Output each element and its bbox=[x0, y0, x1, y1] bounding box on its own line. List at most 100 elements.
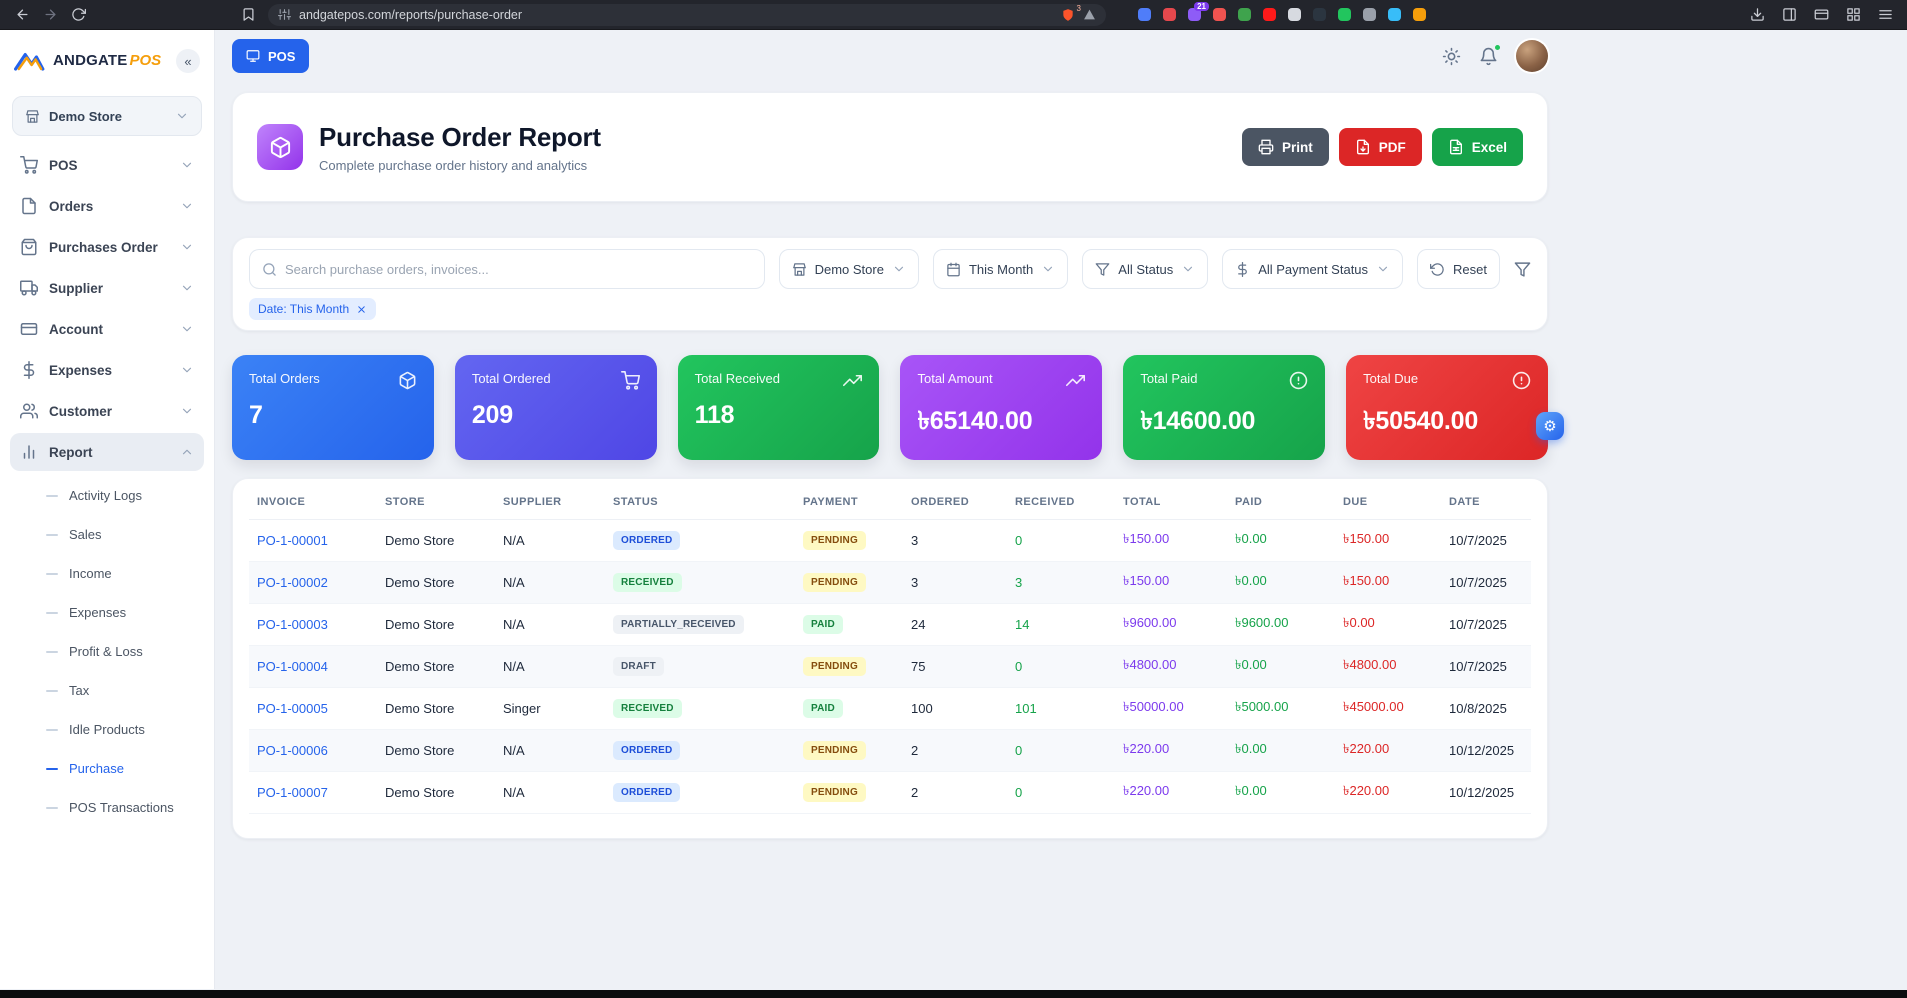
due-cell: ৳150.00 bbox=[1335, 561, 1441, 604]
invoice-link[interactable]: PO-1-00001 bbox=[257, 533, 328, 548]
filters-panel: Demo Store This Month bbox=[232, 237, 1548, 331]
sidebar-item-label: Report bbox=[49, 444, 93, 460]
dash-icon bbox=[46, 650, 58, 653]
invoice-link[interactable]: PO-1-00004 bbox=[257, 659, 328, 674]
app-logo[interactable]: ANDGATE POS bbox=[14, 49, 161, 73]
date-cell: 10/8/2025 bbox=[1441, 687, 1531, 730]
status-cell: RECEIVED bbox=[605, 687, 795, 730]
download-icon[interactable] bbox=[1745, 3, 1769, 27]
browser-back-button[interactable] bbox=[10, 3, 34, 27]
warning-icon[interactable] bbox=[1083, 8, 1096, 21]
extension-icon[interactable] bbox=[1411, 7, 1427, 23]
search-input[interactable] bbox=[285, 261, 752, 277]
sidebar-item-label: Customer bbox=[49, 403, 113, 419]
brave-shield-icon[interactable]: 3 bbox=[1061, 4, 1081, 22]
split-view-icon[interactable] bbox=[1777, 3, 1801, 27]
extension-icon[interactable]: 21 bbox=[1186, 1, 1209, 23]
printer-icon bbox=[1258, 139, 1274, 155]
sidebar-item-report[interactable]: Report bbox=[10, 433, 204, 471]
paid-cell: ৳9600.00 bbox=[1227, 603, 1335, 646]
browser-reload-button[interactable] bbox=[66, 3, 90, 27]
invoice-link[interactable]: PO-1-00002 bbox=[257, 575, 328, 590]
sidebar-item-account[interactable]: Account bbox=[10, 310, 204, 348]
received-cell: 3 bbox=[1007, 561, 1115, 604]
floating-settings-button[interactable]: ⚙ bbox=[1536, 412, 1564, 440]
taskbar-edge bbox=[0, 990, 1907, 998]
received-cell: 0 bbox=[1007, 771, 1115, 814]
date-filter-dropdown[interactable]: This Month bbox=[932, 249, 1069, 289]
sidebar-subitem-profit-loss[interactable]: Profit & Loss bbox=[0, 632, 214, 671]
site-settings-icon[interactable] bbox=[278, 8, 291, 21]
extensions-group: 21 bbox=[1136, 1, 1427, 23]
menu-icon[interactable] bbox=[1873, 3, 1897, 27]
sidebar-subitem-sales[interactable]: Sales bbox=[0, 515, 214, 554]
purchase-orders-table: INVOICE STORE SUPPLIER STATUS PAYMENT ORDERED… bbox=[232, 478, 1548, 839]
extension-icon[interactable] bbox=[1136, 7, 1152, 23]
sidebar-subitem-income[interactable]: Income bbox=[0, 554, 214, 593]
invoice-link[interactable]: PO-1-00005 bbox=[257, 701, 328, 716]
table-row: PO-1-00007 Demo Store N/A ORDERED PENDIN… bbox=[249, 771, 1531, 814]
extension-icon[interactable] bbox=[1361, 7, 1377, 23]
sidebar-item-purchases-order[interactable]: Purchases Order bbox=[10, 228, 204, 266]
excel-button[interactable]: Excel bbox=[1431, 128, 1523, 166]
extension-icon[interactable] bbox=[1386, 7, 1402, 23]
store-selector[interactable]: Demo Store bbox=[12, 96, 202, 136]
extension-icon[interactable] bbox=[1286, 7, 1302, 23]
sidebar-item-supplier[interactable]: Supplier bbox=[10, 269, 204, 307]
sidebar-subitem-purchase[interactable]: Purchase bbox=[0, 749, 214, 788]
pdf-button[interactable]: PDF bbox=[1338, 128, 1422, 166]
total-cell: ৳220.00 bbox=[1115, 771, 1227, 814]
online-status-dot bbox=[1494, 43, 1501, 51]
store-icon bbox=[792, 262, 807, 277]
store-cell: Demo Store bbox=[377, 729, 495, 772]
sidebar-collapse-button[interactable]: « bbox=[176, 49, 200, 73]
supplier-cell: Singer bbox=[495, 687, 605, 730]
box-icon bbox=[398, 371, 417, 390]
sidebar-item-customer[interactable]: Customer bbox=[10, 392, 204, 430]
payment-status-filter-dropdown[interactable]: All Payment Status bbox=[1222, 249, 1404, 289]
user-avatar[interactable] bbox=[1516, 40, 1548, 72]
notifications-button[interactable] bbox=[1479, 43, 1501, 66]
column-header: TOTAL bbox=[1115, 483, 1227, 520]
store-filter-dropdown[interactable]: Demo Store bbox=[778, 249, 919, 289]
invoice-link[interactable]: PO-1-00007 bbox=[257, 785, 328, 800]
reset-filters-button[interactable]: Reset bbox=[1417, 249, 1500, 289]
address-bar[interactable]: andgatepos.com/reports/purchase-order 3 bbox=[268, 3, 1106, 26]
status-filter-dropdown[interactable]: All Status bbox=[1082, 249, 1209, 289]
browser-forward-button[interactable] bbox=[38, 3, 62, 27]
print-button[interactable]: Print bbox=[1241, 128, 1329, 166]
url-text: andgatepos.com/reports/purchase-order bbox=[299, 7, 523, 22]
sidebar-subitem-label: Activity Logs bbox=[69, 488, 142, 503]
theme-toggle-button[interactable] bbox=[1442, 47, 1461, 66]
invoice-link[interactable]: PO-1-00003 bbox=[257, 617, 328, 632]
sidebar-subitem-idle-products[interactable]: Idle Products bbox=[0, 710, 214, 749]
extension-icon[interactable] bbox=[1161, 7, 1177, 23]
sidebar-subitem-pos-transactions[interactable]: POS Transactions bbox=[0, 788, 214, 827]
pos-quick-button[interactable]: POS bbox=[232, 39, 310, 73]
sidebar-subitem-expenses[interactable]: Expenses bbox=[0, 593, 214, 632]
page-subtitle: Complete purchase order history and anal… bbox=[319, 157, 588, 173]
extension-icon[interactable] bbox=[1236, 7, 1252, 23]
extension-icon[interactable] bbox=[1311, 7, 1327, 23]
wallet-icon[interactable] bbox=[1809, 3, 1833, 27]
remove-filter-icon[interactable] bbox=[356, 304, 367, 315]
extension-icon[interactable] bbox=[1261, 7, 1277, 23]
extension-icon[interactable] bbox=[1211, 7, 1227, 23]
supplier-cell: N/A bbox=[495, 729, 605, 772]
sidebar-subitem-tax[interactable]: Tax bbox=[0, 671, 214, 710]
table-row: PO-1-00006 Demo Store N/A ORDERED PENDIN… bbox=[249, 729, 1531, 772]
apps-icon[interactable] bbox=[1841, 3, 1865, 27]
extension-icon[interactable] bbox=[1336, 7, 1352, 23]
payment-badge: PAID bbox=[803, 699, 843, 718]
stat-value: 209 bbox=[471, 401, 513, 429]
invoice-link[interactable]: PO-1-00006 bbox=[257, 743, 328, 758]
chevron-down-icon bbox=[180, 199, 194, 213]
table-row: PO-1-00005 Demo Store Singer RECEIVED PA… bbox=[249, 687, 1531, 730]
due-cell: ৳45000.00 bbox=[1335, 687, 1441, 730]
sidebar-item-pos[interactable]: POS bbox=[10, 146, 204, 184]
sidebar-subitem-activity-logs[interactable]: Activity Logs bbox=[0, 476, 214, 515]
filter-icon[interactable] bbox=[1514, 261, 1531, 278]
sidebar-item-expenses[interactable]: Expenses bbox=[10, 351, 204, 389]
bookmark-icon[interactable] bbox=[236, 3, 260, 27]
sidebar-item-orders[interactable]: Orders bbox=[10, 187, 204, 225]
